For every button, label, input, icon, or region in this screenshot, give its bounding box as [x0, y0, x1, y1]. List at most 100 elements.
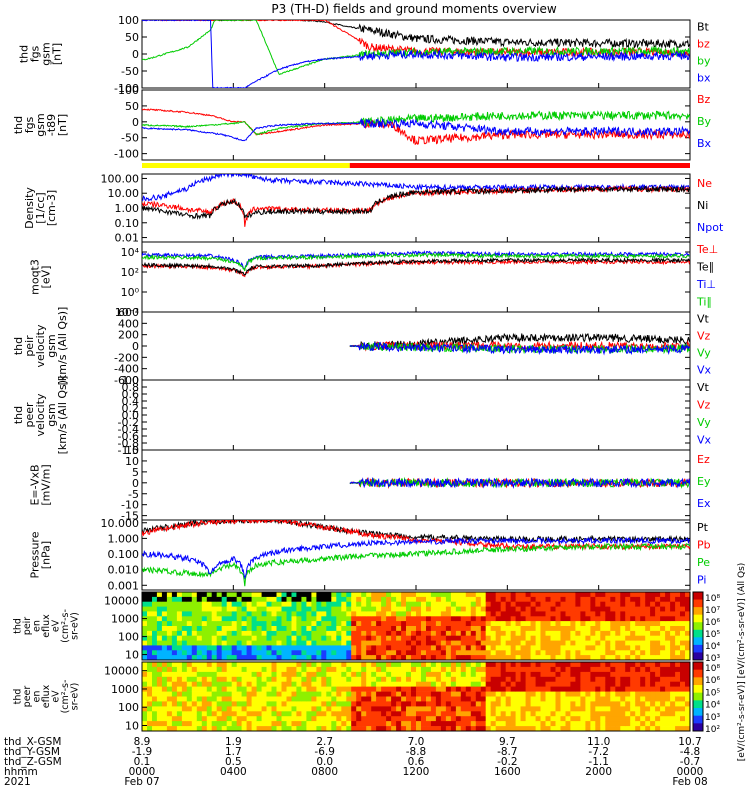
- spectro-cell: [316, 592, 322, 598]
- spectro-cell: [306, 592, 312, 598]
- spectro-cell: [406, 716, 412, 722]
- y-tick-label: -1.0: [118, 444, 139, 457]
- spectro-cell: [147, 671, 153, 678]
- spectro-cell: [585, 701, 591, 707]
- spectro-cell: [211, 592, 218, 598]
- spectro-cell: [560, 601, 566, 607]
- spectro-cell: [560, 640, 566, 646]
- spectro-cell: [445, 630, 452, 637]
- spectro-cell: [166, 662, 173, 668]
- spectro-cell: [142, 711, 148, 717]
- spectro-cell: [351, 706, 357, 712]
- spectro-cell: [640, 666, 646, 673]
- spectro-cell: [635, 681, 641, 687]
- spectro-cell: [321, 635, 327, 641]
- spectro-cell: [216, 611, 223, 617]
- spectro-cell: [530, 711, 536, 717]
- series-Npot: [142, 174, 690, 202]
- spectro-cell: [186, 635, 193, 641]
- spectro-cell: [421, 691, 427, 697]
- spectro-cell: [161, 726, 168, 732]
- spectro-cell: [605, 711, 611, 717]
- spectro-cell: [271, 716, 277, 722]
- spectro-cell: [241, 650, 247, 656]
- spectro-cell: [266, 716, 272, 722]
- spectro-cell: [615, 596, 621, 603]
- spectro-cell: [311, 630, 317, 637]
- spectro-cell: [266, 635, 272, 641]
- spectro-cell: [406, 630, 412, 637]
- y-tick-label: 0.10: [115, 217, 140, 230]
- colorbar-segment: [693, 599, 703, 608]
- spectro-cell: [555, 606, 561, 612]
- spectro-cell: [590, 606, 596, 612]
- spectro-cell: [241, 616, 247, 622]
- spectro-cell: [645, 592, 651, 598]
- legend-Bz: Bz: [697, 93, 711, 106]
- spectro-cell: [276, 635, 282, 641]
- spectro-cell: [585, 596, 591, 603]
- spectro-cell: [341, 640, 347, 646]
- spectro-cell: [440, 706, 447, 712]
- spectro-cell: [181, 630, 188, 637]
- spectro-cell: [261, 635, 267, 641]
- spectro-cell: [366, 606, 372, 612]
- legend-Npot: Npot: [697, 221, 724, 234]
- series-Vx: [349, 341, 690, 356]
- spectro-cell: [152, 596, 158, 603]
- spectro-cell: [505, 666, 512, 673]
- spectro-cell: [326, 681, 332, 687]
- spectro-cell: [450, 696, 457, 702]
- spectro-cell: [156, 640, 163, 646]
- spectro-cell: [620, 611, 626, 617]
- series-bz: [142, 20, 690, 59]
- spectro-cell: [595, 711, 601, 717]
- spectro-cell: [560, 650, 566, 656]
- spectro-cell: [271, 691, 277, 697]
- spectro-cell: [555, 686, 561, 692]
- spectro-cell: [460, 616, 467, 622]
- spectro-cell: [386, 630, 392, 637]
- spectro-cell: [211, 721, 218, 727]
- spectro-cell: [266, 640, 272, 646]
- spectro-cell: [580, 726, 586, 732]
- spectro-cell: [630, 645, 636, 651]
- spectro-cell: [161, 686, 168, 692]
- spectro-cell: [460, 606, 467, 612]
- spectro-cell: [430, 691, 437, 697]
- spectro-cell: [231, 592, 238, 598]
- spectro-cell: [261, 726, 267, 732]
- spectro-cell: [276, 721, 282, 727]
- spectro-cell: [346, 616, 352, 622]
- spectro-cell: [475, 650, 482, 656]
- panel-ylabel: moqt3[eV]: [29, 259, 53, 295]
- spectro-cell: [176, 592, 183, 598]
- spectro-cell: [241, 686, 247, 692]
- spectro-cell: [595, 655, 601, 661]
- spectro-cell: [296, 601, 302, 607]
- spectro-cell: [510, 621, 517, 627]
- spectro-cell: [460, 721, 467, 727]
- spectro-cell: [475, 626, 482, 632]
- spectro-cell: [206, 621, 213, 627]
- spectro-cell: [241, 655, 247, 661]
- spectro-cell: [241, 640, 247, 646]
- spectro-cell: [535, 630, 541, 637]
- spectro-cell: [655, 691, 661, 697]
- spectro-cell: [396, 716, 402, 722]
- spectro-cell: [435, 706, 442, 712]
- spectro-cell: [645, 706, 651, 712]
- spectro-cell: [605, 640, 611, 646]
- spectro-cell: [391, 606, 397, 612]
- spectro-cell: [381, 696, 387, 702]
- z-gsm-label: 0.5: [225, 756, 242, 768]
- spectro-cell: [635, 626, 641, 632]
- colorbar-tick: 10⁶: [705, 676, 720, 686]
- spectro-cell: [326, 701, 332, 707]
- spectro-cell: [505, 655, 512, 661]
- spectro-cell: [610, 616, 616, 622]
- spectro-cell: [580, 686, 586, 692]
- spectro-cell: [142, 630, 148, 637]
- spectro-cell: [570, 626, 576, 632]
